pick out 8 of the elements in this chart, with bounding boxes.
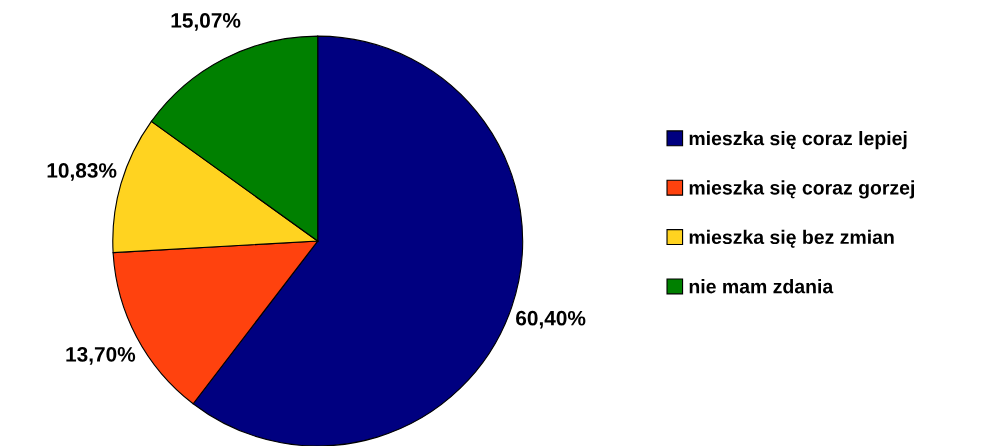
data-label: 15,07%: [171, 13, 241, 31]
legend-label: mieszka się bez zmian: [689, 229, 894, 248]
legend-label: mieszka się coraz gorzej: [689, 180, 914, 199]
data-label: 10,83%: [47, 163, 117, 181]
data-label: 13,70%: [66, 346, 136, 365]
legend-label: nie mam zdania: [689, 279, 834, 294]
data-label: 60,40%: [516, 310, 586, 329]
legend-label: mieszka się coraz lepiej: [689, 131, 907, 150]
